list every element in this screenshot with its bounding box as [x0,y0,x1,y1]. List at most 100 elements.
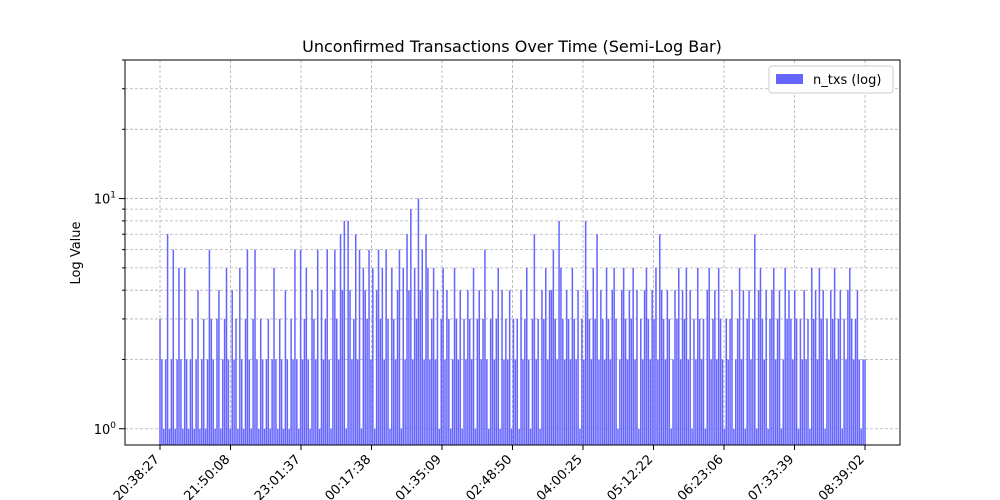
bar [278,318,281,445]
bar [773,267,775,445]
bar [423,359,425,445]
bar [537,318,539,445]
bar [375,290,378,445]
bar [780,428,783,445]
bar [660,290,663,445]
bar [202,318,205,445]
bar [695,359,697,445]
bar [847,290,849,445]
bar [453,267,456,445]
bar [514,359,517,445]
bar [296,359,298,445]
bar [506,359,509,445]
bar [812,318,815,445]
bar [814,290,817,445]
bar [529,428,532,445]
bar [784,267,786,445]
bar [497,267,500,445]
bar [208,249,211,445]
bar [244,318,247,445]
bar [451,359,454,445]
bar [731,290,733,445]
bar [666,290,669,445]
bar [533,234,536,445]
bar [508,290,511,445]
bar [765,290,767,445]
bar [822,290,824,445]
bar [584,220,587,445]
bar [216,318,218,445]
bar [750,359,752,445]
bar [311,290,313,445]
bar [636,290,638,445]
bar [189,359,192,445]
bar [831,318,834,445]
bar [569,359,572,445]
bar [662,318,665,445]
bar [337,359,340,445]
bar [197,290,199,445]
bar [725,318,728,445]
bar [541,290,543,445]
bar [837,318,840,445]
bar [191,318,194,445]
bar [759,267,762,445]
bar [335,318,338,445]
bar [503,359,505,445]
bar [436,290,439,445]
bar [767,428,769,445]
bar [373,428,376,445]
bar [476,318,479,445]
bar [619,359,621,445]
bar [651,290,653,445]
bar [716,359,718,445]
bar [174,428,176,445]
bar [605,267,608,445]
bar [522,359,524,445]
bar [235,318,237,445]
bar [425,234,427,445]
bar [491,290,494,445]
bar [698,318,701,445]
bar [328,359,330,445]
bar [738,267,741,445]
bar [510,428,513,445]
bar [212,359,214,445]
bar [830,290,832,445]
bar [668,318,671,445]
bar [430,318,433,445]
bar [387,318,389,445]
bar [727,359,729,445]
bar [845,359,847,445]
bar [210,318,213,445]
bar [744,428,747,445]
legend-entry: n_txs (log) [813,73,881,88]
bar [598,359,600,445]
bar [683,318,686,445]
bar [552,249,555,445]
bar [242,428,245,445]
bar [723,428,726,445]
bar [622,267,625,445]
bar [377,249,380,445]
bar [860,428,862,445]
bar [449,428,452,445]
bar [309,428,311,445]
bar [805,359,807,445]
bar [170,359,173,445]
bar [577,290,579,445]
bar [721,359,724,445]
bar [467,290,469,445]
bar [263,428,266,445]
bar [803,290,805,445]
bar [700,359,703,445]
bar [271,359,273,445]
bar [571,267,574,445]
bar [478,290,481,445]
bar [468,318,471,445]
bar [672,359,674,445]
bar [258,428,260,445]
bar [315,359,317,445]
bar [609,359,612,445]
